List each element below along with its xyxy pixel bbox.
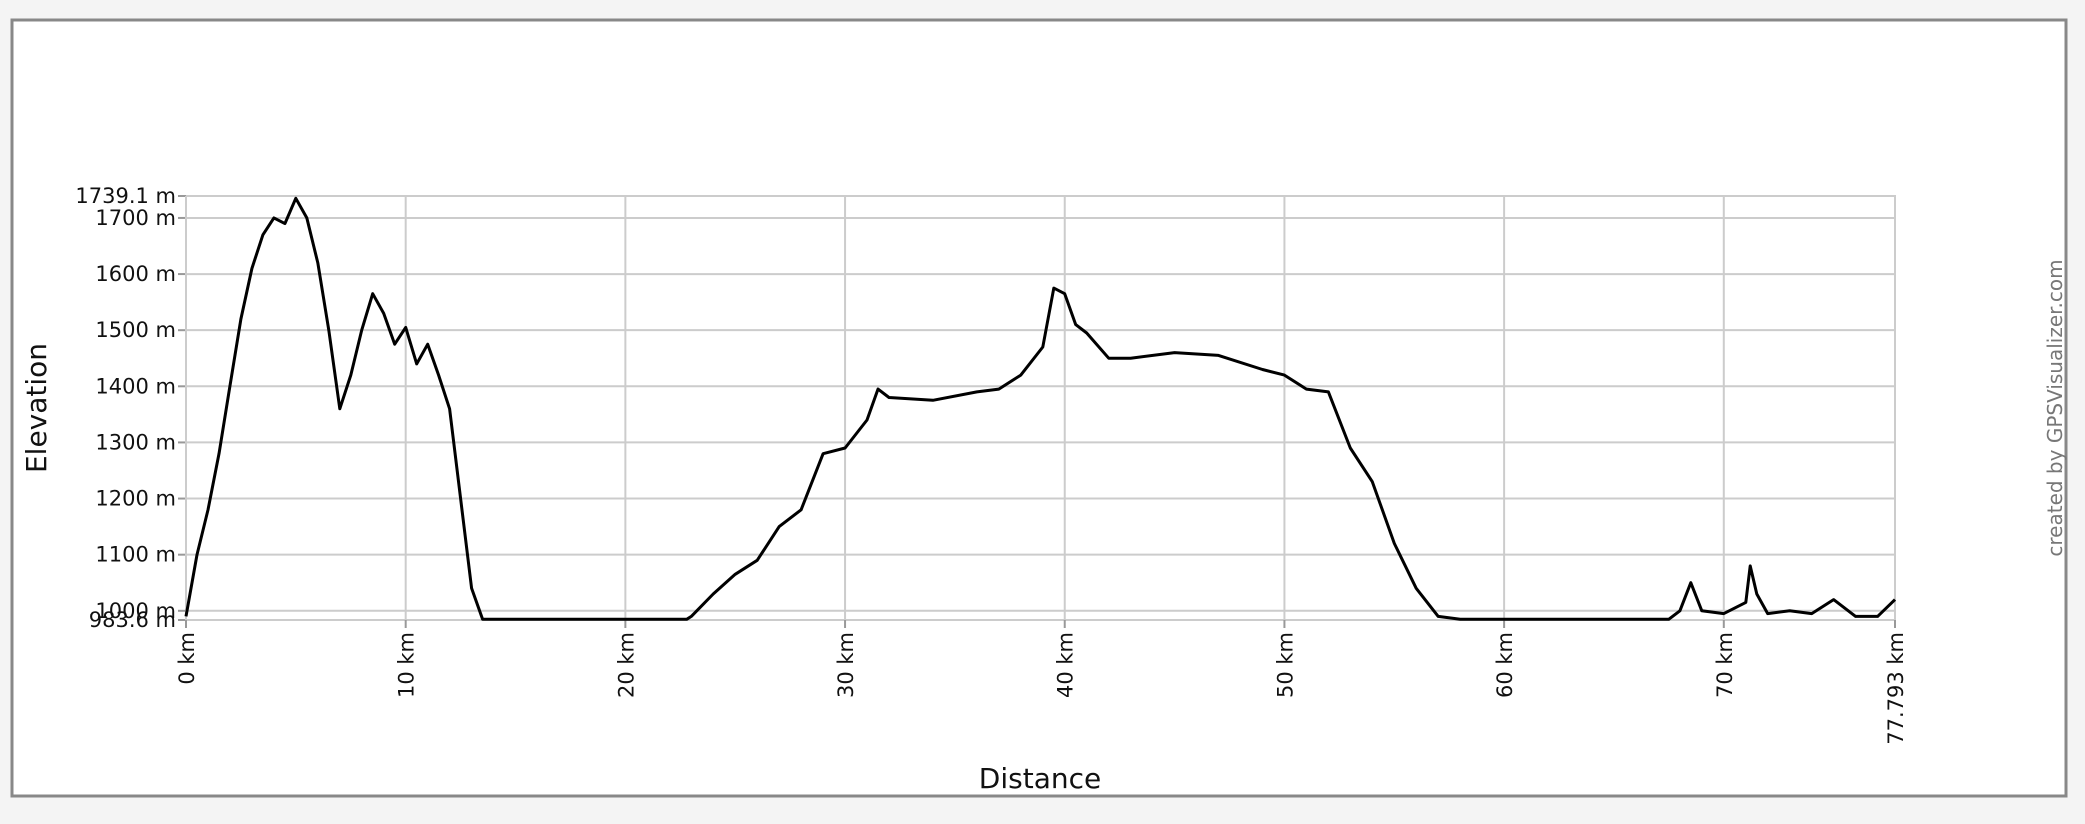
x-tick-label: 10 km — [395, 632, 419, 698]
x-tick-label: 50 km — [1273, 632, 1297, 698]
y-tick-label: 1100 m — [95, 543, 176, 567]
x-tick-label: 20 km — [614, 632, 638, 698]
plot-area — [185, 195, 1896, 621]
x-tick-label: 70 km — [1713, 632, 1737, 698]
y-axis-label: Elevation — [20, 343, 53, 473]
x-tick-label: 40 km — [1054, 632, 1078, 698]
y-tick-label: 1500 m — [95, 318, 176, 342]
y-tick-label: 1300 m — [95, 430, 176, 454]
y-tick-label: 983.6 m — [89, 608, 176, 632]
x-tick-label: 60 km — [1493, 632, 1517, 698]
y-tick-label: 1400 m — [95, 374, 176, 398]
x-tick-label: 30 km — [834, 632, 858, 698]
x-axis-label: Distance — [979, 762, 1101, 795]
x-tick-label: 0 km — [175, 632, 199, 685]
x-tick-label: 77.793 km — [1884, 632, 1908, 745]
y-tick-label: 1200 m — [95, 487, 176, 511]
elevation-line — [184, 196, 1897, 621]
y-tick-label: 1600 m — [95, 262, 176, 286]
y-tick-label: 1000 m — [95, 599, 176, 623]
y-tick-label: 1739.1 m — [75, 184, 176, 208]
credit: created by GPSVisualizer.com — [2043, 259, 2067, 556]
y-tick-label: 1700 m — [95, 206, 176, 230]
